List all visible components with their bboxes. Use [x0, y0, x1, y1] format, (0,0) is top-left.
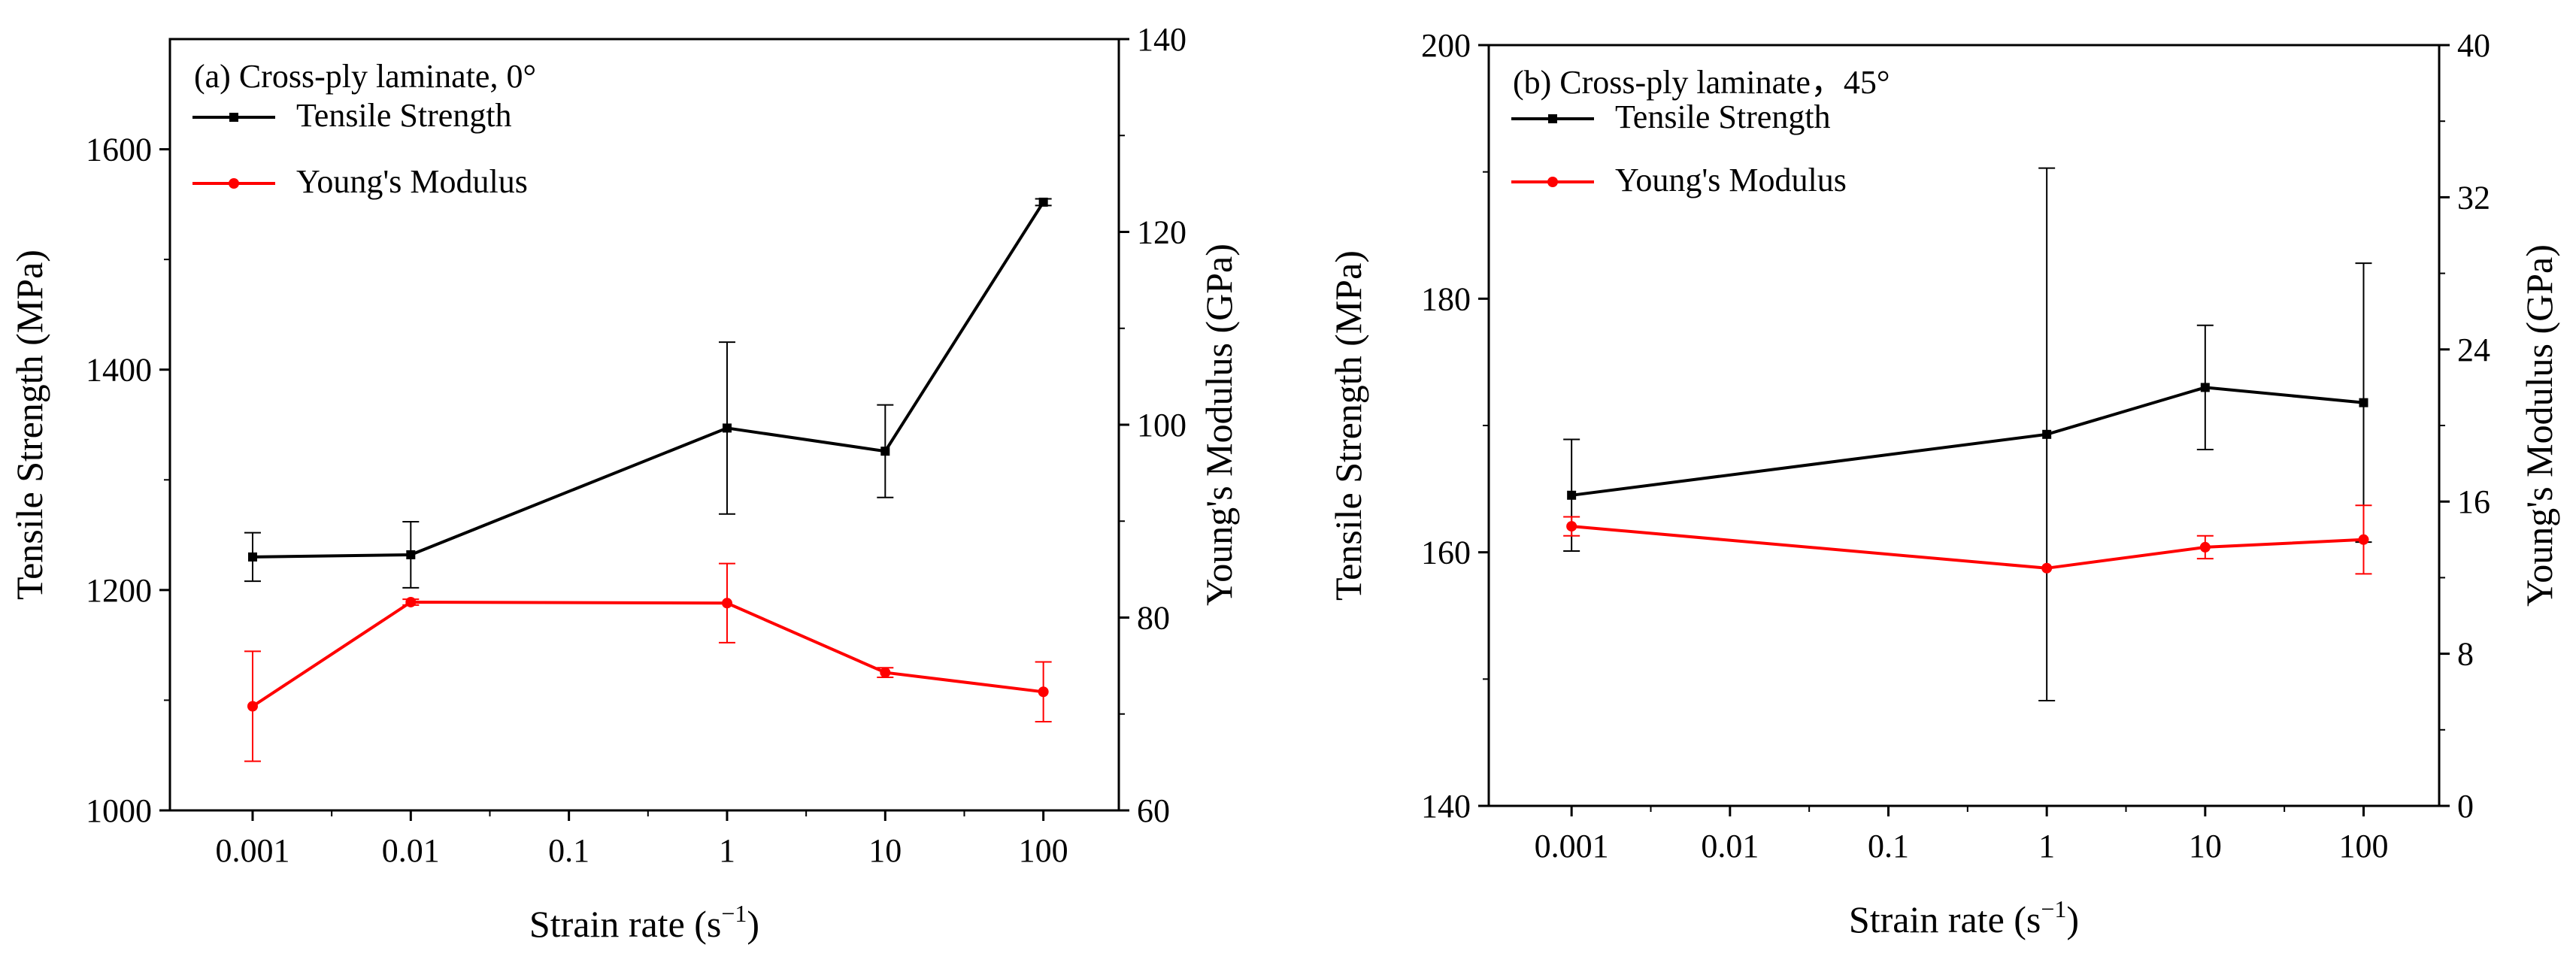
x-tick-label: 0.01 — [382, 832, 440, 869]
y-right-tick-label: 120 — [1137, 214, 1186, 251]
y-left-tick-label: 200 — [1421, 27, 1471, 64]
y-right-tick-label: 80 — [1137, 600, 1170, 637]
series-tensile-strength — [1563, 167, 2372, 702]
series-line — [1571, 525, 2364, 570]
legend-label: Young's Modulus — [296, 163, 528, 200]
x-axis-label: Strain rate (s−1) — [1849, 895, 2079, 940]
data-point — [247, 552, 257, 562]
data-point — [2200, 383, 2210, 392]
panel-title: (a) Cross-ply laminate, 0° — [194, 58, 536, 95]
series-line — [1571, 386, 2364, 497]
x-tick-label: 1 — [719, 832, 735, 869]
legend-label: Young's Modulus — [1615, 162, 1847, 198]
y-right-tick-label: 16 — [2457, 483, 2490, 520]
data-point — [1566, 521, 1577, 532]
plot-frame — [168, 38, 1120, 812]
legend-label: Tensile Strength — [1615, 98, 1831, 135]
legend-marker — [229, 178, 239, 189]
x-tick-label: 0.1 — [1868, 828, 1909, 865]
x-tick-label: 10 — [2189, 828, 2222, 865]
series-young-s-modulus — [1563, 504, 2372, 575]
data-point — [406, 550, 416, 559]
y-right-tick-label: 8 — [2457, 636, 2474, 673]
legend-marker — [229, 113, 238, 122]
data-point — [247, 701, 258, 712]
y-right-tick-label: 0 — [2457, 788, 2474, 825]
data-point — [2358, 534, 2369, 545]
legend-marker — [1548, 114, 1557, 123]
x-tick-label: 10 — [868, 832, 902, 869]
y-right-axis-label: Young's Modulus (GPa) — [2518, 244, 2560, 607]
series-line — [251, 600, 1044, 708]
legend-marker — [1547, 177, 1558, 187]
series-tensile-strength — [244, 197, 1052, 589]
panel-title: (b) Cross-ply laminate，45° — [1513, 64, 1890, 101]
y-right-tick-label: 100 — [1137, 407, 1186, 444]
plot-frame — [1487, 44, 2441, 807]
data-point — [2199, 541, 2211, 553]
legend-label: Tensile Strength — [296, 97, 512, 134]
chart-panel-a: 0.001 0.01 0.1 1 10 100 1000 1200 1400 1600 60 80 10… — [8, 21, 1240, 945]
y-right-tick-label: 24 — [2457, 332, 2490, 368]
y-left-tick-label: 1400 — [86, 352, 152, 389]
y-right-axis-label: Young's Modulus (GPa) — [1198, 244, 1240, 606]
y-left-axis-label: Tensile Strength (MPa) — [1327, 250, 1369, 601]
data-point — [1038, 197, 1048, 207]
x-tick-label: 0.01 — [1701, 828, 1759, 865]
chart-panel-b: 0.001 0.01 0.1 1 10 100 140 160 180 200 0 8 16 24 32 40… — [1327, 27, 2560, 940]
x-tick-label: 0.001 — [1535, 828, 1609, 865]
y-left-tick-label: 180 — [1421, 280, 1471, 317]
y-left-tick-label: 1000 — [86, 792, 152, 829]
y-left-tick-label: 140 — [1421, 788, 1471, 825]
x-tick-label: 100 — [1019, 832, 1068, 869]
data-point — [2041, 562, 2053, 574]
y-left-tick-label: 160 — [1421, 534, 1471, 571]
y-left-axis-label: Tensile Strength (MPa) — [8, 250, 50, 600]
data-point — [880, 667, 891, 678]
data-point — [2359, 398, 2368, 407]
data-point — [880, 447, 890, 456]
data-point — [722, 423, 732, 433]
y-left-tick-label: 1200 — [86, 572, 152, 609]
data-point — [721, 598, 732, 609]
data-point — [1038, 686, 1049, 698]
y-right-tick-label: 32 — [2457, 179, 2490, 216]
y-right-tick-label: 60 — [1137, 792, 1170, 829]
x-tick-label: 0.001 — [215, 832, 289, 869]
data-point — [2042, 429, 2052, 439]
series-young-s-modulus — [244, 562, 1052, 762]
x-tick-label: 0.1 — [548, 832, 589, 869]
x-tick-label: 100 — [2338, 828, 2388, 865]
x-axis-label: Strain rate (s−1) — [529, 900, 759, 945]
series-line — [252, 201, 1045, 559]
data-point — [1567, 490, 1577, 500]
y-right-tick-label: 40 — [2457, 27, 2490, 64]
x-tick-label: 1 — [2038, 828, 2055, 865]
y-left-tick-label: 1600 — [86, 132, 152, 168]
data-point — [405, 596, 417, 607]
y-right-tick-label: 140 — [1137, 21, 1186, 58]
